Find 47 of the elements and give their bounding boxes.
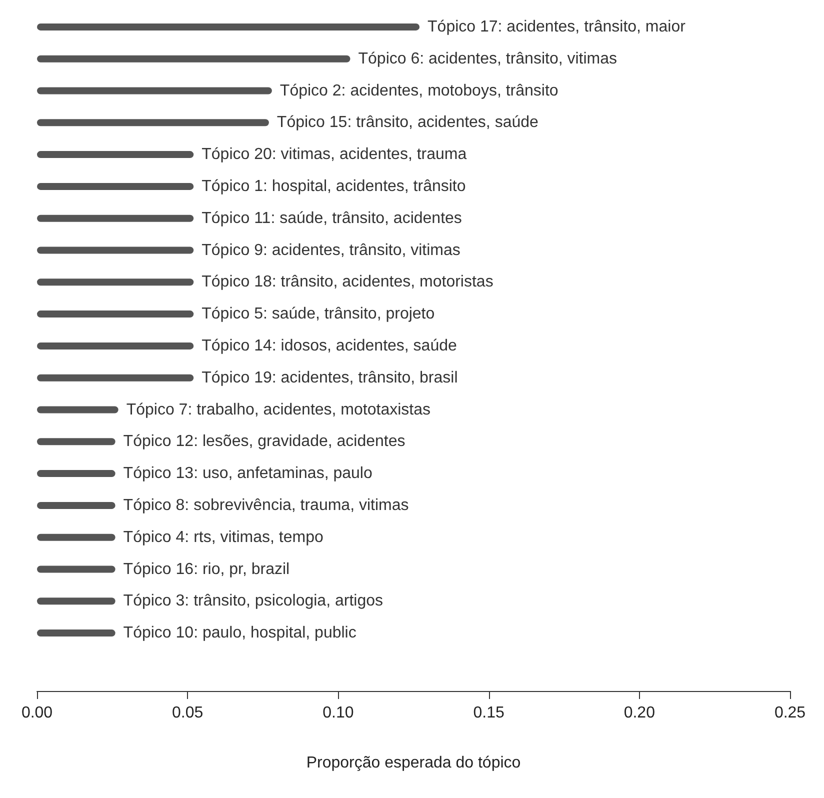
x-tick-label: 0.25 <box>774 704 806 722</box>
bar <box>37 151 194 158</box>
y-tick-label: Tópico 16: rio, pr, brazil <box>123 560 290 578</box>
y-tick-label: Tópico 12: lesões, gravidade, acidentes <box>123 433 406 450</box>
y-tick-label: Tópico 8: sobrevivência, trauma, vitimas <box>123 496 409 514</box>
y-tick-label: Tópico 3: trânsito, psicologia, artigos <box>123 592 383 610</box>
bar <box>37 214 194 222</box>
y-tick-label: Tópico 11: saúde, trânsito, acidentes <box>202 210 462 227</box>
y-tick-label: Tópico 6: acidentes, trânsito, vitimas <box>358 50 618 68</box>
bar <box>37 23 420 30</box>
bar <box>37 55 350 62</box>
y-tick-label: Tópico 18: trânsito, acidentes, motoristas <box>202 274 494 291</box>
y-tick-label: Tópico 10: paulo, hospital, public <box>123 624 356 642</box>
bar <box>37 246 194 254</box>
bar <box>37 470 116 478</box>
y-tick-label: Tópico 19: acidentes, trânsito, brasil <box>202 369 458 386</box>
bar <box>37 310 194 318</box>
x-axis-title: Proporção esperada do tópico <box>306 754 521 772</box>
bar <box>37 534 116 541</box>
bar <box>37 278 194 286</box>
y-tick-label: Tópico 7: trabalho, acidentes, mototaxistas <box>126 401 430 418</box>
y-tick-label: Tópico 2: acidentes, motoboys, trânsito <box>280 82 558 100</box>
y-tick-label: Tópico 5: saúde, trânsito, projeto <box>202 306 435 323</box>
bar <box>37 406 118 414</box>
y-tick-label: Tópico 4: rts, vitimas, tempo <box>123 528 324 546</box>
y-tick-label: Tópico 15: trânsito, acidentes, saúde <box>276 114 539 132</box>
bar <box>37 182 194 190</box>
bar <box>37 502 116 509</box>
bar <box>37 598 116 605</box>
bar <box>37 119 269 126</box>
y-tick-label: Tópico 9: acidentes, trânsito, vitimas <box>202 242 460 259</box>
x-tick-label: 0.10 <box>322 704 354 722</box>
x-tick-label: 0.15 <box>473 704 504 722</box>
y-tick-label: Tópico 1: hospital, acidentes, trânsito <box>202 178 466 195</box>
bar <box>37 566 116 573</box>
bar <box>37 438 116 446</box>
x-tick-label: 0.20 <box>624 704 656 722</box>
y-tick-label: Tópico 14: idosos, acidentes, saúde <box>202 337 457 354</box>
bar <box>37 630 116 637</box>
y-tick-label: Tópico 20: vitimas, acidentes, trauma <box>202 146 467 164</box>
x-tick-label: 0.05 <box>172 704 204 722</box>
bar <box>37 87 272 94</box>
y-tick-label: Tópico 17: acidentes, trânsito, maior <box>428 18 686 36</box>
bar <box>37 374 194 382</box>
bar <box>37 342 194 350</box>
x-tick-label: 0.00 <box>21 704 53 722</box>
y-tick-label: Tópico 13: uso, anfetaminas, paulo <box>123 465 372 482</box>
